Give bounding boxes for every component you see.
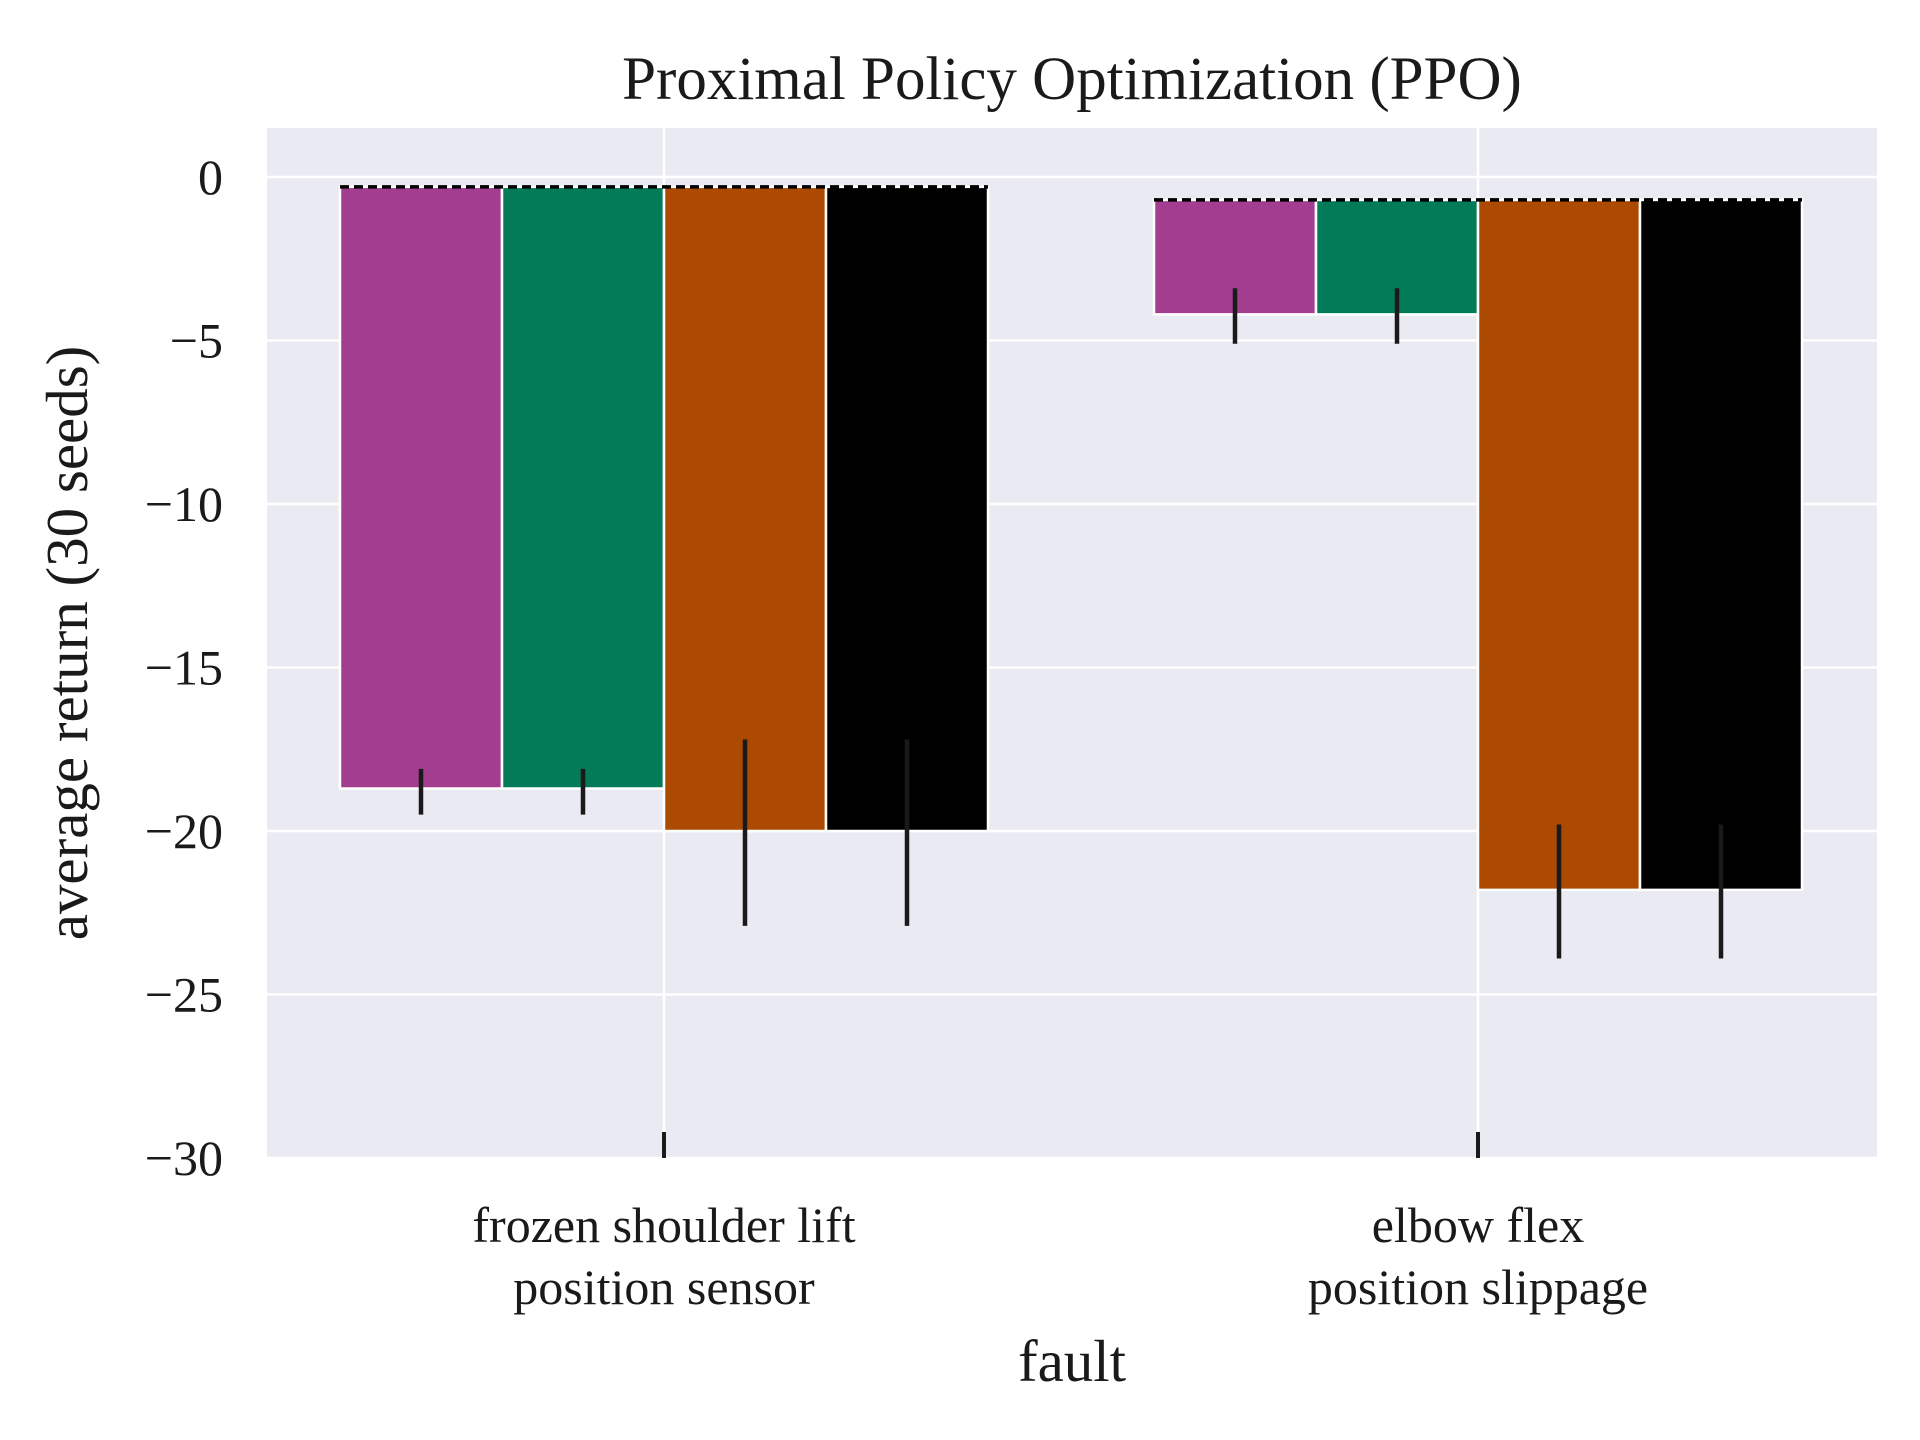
bar xyxy=(500,185,666,790)
bar xyxy=(1476,198,1642,892)
x-tick-label: elbow flex xyxy=(1372,1197,1584,1253)
y-axis-label: average return (30 seeds) xyxy=(34,346,100,941)
y-tick-label: −20 xyxy=(145,803,223,859)
x-tick-label: position sensor xyxy=(513,1259,815,1315)
baseline-lines xyxy=(340,185,1802,202)
error-bars xyxy=(418,288,1724,959)
x-axis-label: fault xyxy=(1018,1328,1127,1394)
x-tick-labels: frozen shoulder lift position sensor elbow… xyxy=(472,1132,1648,1315)
chart-title: Proximal Policy Optimization (PPO) xyxy=(622,46,1522,113)
y-tick-label: −5 xyxy=(170,313,223,369)
bar xyxy=(338,185,504,790)
y-tick-labels: 0 −5 −10 −15 −20 −25 −30 xyxy=(145,149,223,1186)
x-tick-label: position slippage xyxy=(1308,1259,1648,1315)
y-tick-label: −30 xyxy=(145,1130,223,1186)
bar xyxy=(824,185,990,833)
y-tick-label: −25 xyxy=(145,967,223,1023)
y-tick-label: 0 xyxy=(198,149,223,205)
y-tick-label: −10 xyxy=(145,476,223,532)
x-tick-label: frozen shoulder lift xyxy=(472,1197,855,1253)
bar xyxy=(662,185,828,833)
bar xyxy=(1638,198,1804,892)
bars xyxy=(338,185,1804,892)
y-tick-label: −15 xyxy=(145,640,223,696)
